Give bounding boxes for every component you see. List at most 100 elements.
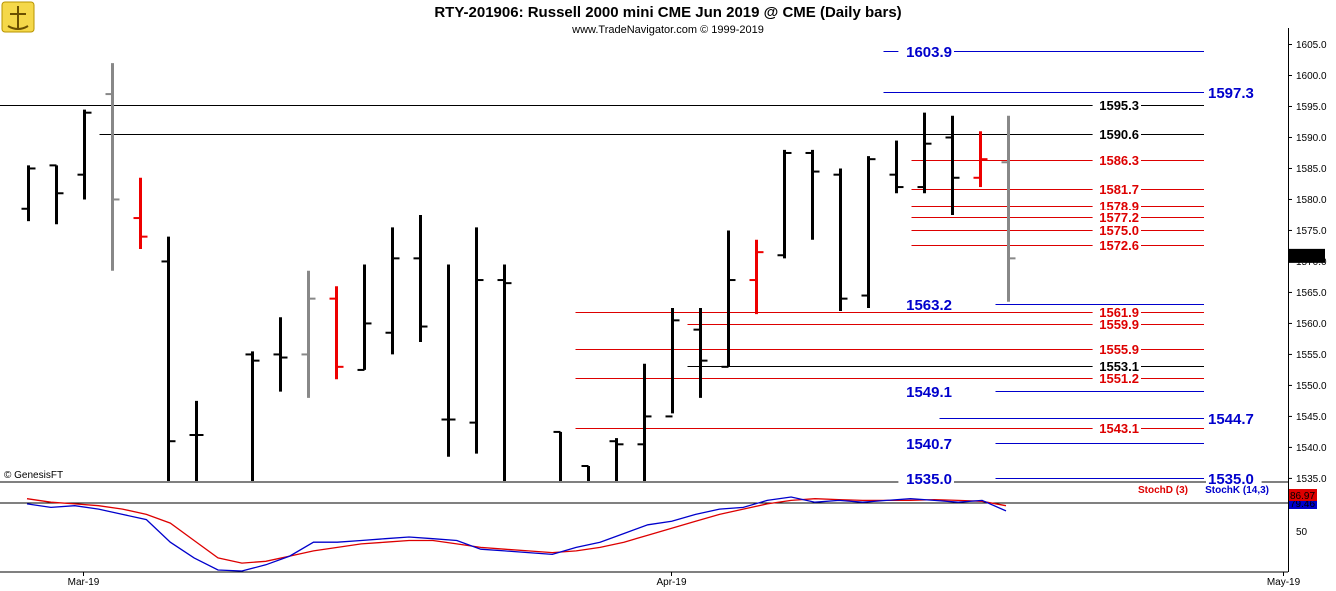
level-label: 1540.7 bbox=[906, 436, 952, 453]
legend-stochk: StochK (14,3) bbox=[1205, 485, 1269, 496]
ohlc-bars bbox=[21, 63, 1016, 481]
ohlc-bar bbox=[357, 264, 372, 371]
level-label-bg bbox=[1206, 84, 1262, 101]
level-label-bg bbox=[1092, 182, 1141, 197]
level-label-bg bbox=[1092, 359, 1141, 374]
level-label-bg bbox=[898, 383, 954, 400]
level-label: 1597.3 bbox=[1208, 85, 1254, 102]
time-axis: Mar-19 Apr-19 May-19 bbox=[68, 572, 1301, 588]
level-label-bg bbox=[1092, 210, 1141, 225]
ohlc-bar bbox=[609, 438, 624, 481]
price-tick-label: 1605.0 bbox=[1296, 40, 1327, 51]
level-label-bg bbox=[1092, 238, 1141, 253]
price-tick-label: 1555.0 bbox=[1296, 350, 1327, 361]
ohlc-bar bbox=[469, 227, 484, 454]
level-label: 1543.1 bbox=[1099, 421, 1139, 436]
ohlc-bar bbox=[917, 112, 932, 194]
level-label-bg bbox=[1092, 342, 1141, 357]
level-label-bg bbox=[898, 296, 954, 313]
level-label: 1575.0 bbox=[1099, 223, 1139, 238]
ohlc-bar bbox=[693, 307, 708, 398]
stoch-tick-label: 50 bbox=[1296, 527, 1308, 538]
level-label-bg bbox=[1092, 153, 1141, 168]
stoch-series-line bbox=[26, 496, 1007, 572]
ohlc-bar bbox=[777, 149, 792, 259]
ohlc-bar bbox=[553, 430, 562, 481]
stochk-last-value: 79.46 bbox=[1290, 499, 1315, 510]
ohlc-bar bbox=[861, 156, 876, 308]
ohlc-bar bbox=[133, 177, 148, 250]
price-tick-label: 1595.0 bbox=[1296, 102, 1327, 113]
level-label-bg bbox=[898, 470, 954, 487]
ohlc-bar bbox=[945, 115, 960, 215]
level-label-bg bbox=[1092, 305, 1141, 320]
level-label: 1549.1 bbox=[906, 384, 952, 401]
level-label: 1581.7 bbox=[1099, 182, 1139, 197]
ohlc-bar bbox=[21, 165, 36, 222]
ohlc-bar bbox=[301, 270, 316, 398]
price-tick-label: 1565.0 bbox=[1296, 288, 1327, 299]
support-resistance-levels: 1603.91597.31595.31590.61586.31581.71578… bbox=[0, 43, 1262, 488]
chart-title: RTY-201906: Russell 2000 mini CME Jun 20… bbox=[434, 4, 901, 21]
level-label: 1577.2 bbox=[1099, 210, 1139, 225]
ohlc-bar bbox=[497, 264, 512, 481]
stochd-last-value-box bbox=[1289, 489, 1317, 501]
level-label: 1551.2 bbox=[1099, 371, 1139, 386]
last-price-box bbox=[1289, 248, 1325, 263]
level-label: 1561.9 bbox=[1099, 305, 1139, 320]
trade-navigator-logo-icon bbox=[1, 1, 35, 33]
level-label: 1559.9 bbox=[1099, 317, 1139, 332]
level-label: 1572.6 bbox=[1099, 238, 1139, 253]
last-price-label: 1570.9 bbox=[1291, 251, 1322, 262]
level-label: 1603.9 bbox=[906, 44, 952, 61]
level-label-bg bbox=[1092, 98, 1141, 113]
time-tick-label: May-19 bbox=[1267, 577, 1301, 588]
level-label-bg bbox=[898, 43, 954, 60]
price-tick-label: 1600.0 bbox=[1296, 71, 1327, 82]
level-label: 1595.3 bbox=[1099, 98, 1139, 113]
price-tick-label: 1535.0 bbox=[1296, 474, 1327, 485]
price-tick-label: 1540.0 bbox=[1296, 443, 1327, 454]
ohlc-bar bbox=[889, 140, 904, 194]
price-tick-label: 1545.0 bbox=[1296, 412, 1327, 423]
ohlc-bar bbox=[441, 264, 456, 457]
ohlc-bar bbox=[189, 400, 204, 481]
level-label-bg bbox=[898, 435, 954, 452]
ohlc-bar bbox=[665, 307, 680, 418]
ohlc-bar bbox=[105, 63, 120, 271]
ohlc-bar bbox=[1001, 115, 1016, 302]
ohlc-bar bbox=[49, 164, 64, 225]
price-tick-label: 1580.0 bbox=[1296, 195, 1327, 206]
price-tick-label: 1585.0 bbox=[1296, 164, 1327, 175]
ohlc-bar bbox=[273, 317, 288, 392]
ohlc-bar bbox=[385, 227, 400, 355]
ohlc-bar bbox=[833, 168, 848, 312]
time-tick-label: Apr-19 bbox=[656, 577, 686, 588]
level-label: 1535.0 bbox=[1208, 471, 1254, 488]
price-tick-label: 1550.0 bbox=[1296, 381, 1327, 392]
level-label: 1555.9 bbox=[1099, 342, 1139, 357]
ohlc-bar bbox=[413, 214, 428, 343]
chart-subtitle: www.TradeNavigator.com © 1999-2019 bbox=[571, 24, 764, 36]
price-tick-label: 1575.0 bbox=[1296, 226, 1327, 237]
ohlc-bar bbox=[245, 351, 260, 481]
legend-stochd: StochD (3) bbox=[1138, 485, 1188, 496]
level-label: 1535.0 bbox=[906, 471, 952, 488]
level-label: 1563.2 bbox=[906, 297, 952, 314]
level-label-bg bbox=[1092, 371, 1141, 386]
level-label-bg bbox=[1206, 410, 1262, 427]
ohlc-bar bbox=[637, 363, 652, 481]
level-label: 1590.6 bbox=[1099, 127, 1139, 142]
level-label-bg bbox=[1092, 127, 1141, 142]
time-tick-label: Mar-19 bbox=[68, 577, 100, 588]
price-tick-label: 1590.0 bbox=[1296, 133, 1327, 144]
ohlc-bar bbox=[161, 236, 176, 481]
stochd-last-value: 86.97 bbox=[1290, 491, 1315, 502]
ohlc-bar bbox=[805, 149, 820, 240]
watermark: © GenesisFT bbox=[4, 470, 63, 481]
price-tick-label: 1560.0 bbox=[1296, 319, 1327, 330]
level-label-bg bbox=[1092, 421, 1141, 436]
